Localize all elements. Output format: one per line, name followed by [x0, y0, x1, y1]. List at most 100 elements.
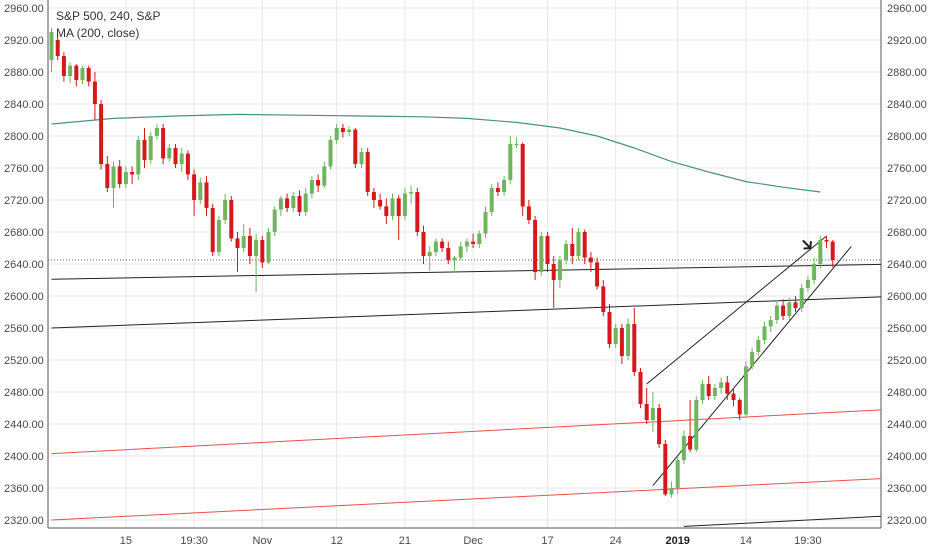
candle-down[interactable] — [185, 153, 190, 175]
candle-down[interactable] — [61, 56, 66, 76]
candle-up[interactable] — [483, 212, 488, 234]
candle-up[interactable] — [743, 366, 748, 415]
candle-up[interactable] — [681, 436, 686, 460]
candle-up[interactable] — [198, 182, 203, 200]
candle-down[interactable] — [471, 241, 476, 244]
candle-up[interactable] — [266, 232, 271, 263]
candle-up[interactable] — [799, 288, 804, 308]
candle-down[interactable] — [601, 286, 606, 312]
candle-up[interactable] — [694, 400, 699, 450]
candle-up[interactable] — [502, 180, 507, 192]
black-trendline[interactable] — [646, 235, 827, 385]
candle-up[interactable] — [768, 320, 773, 327]
candle-up[interactable] — [675, 460, 680, 488]
candle-down[interactable] — [619, 328, 624, 356]
candle-down[interactable] — [582, 232, 587, 258]
candle-down[interactable] — [644, 404, 649, 420]
candle-up[interactable] — [712, 388, 717, 396]
candle-up[interactable] — [179, 153, 184, 164]
black-trendline[interactable] — [51, 263, 901, 280]
candle-down[interactable] — [365, 152, 370, 192]
candle-up[interactable] — [167, 148, 172, 159]
candle-down[interactable] — [229, 200, 234, 239]
candle-up[interactable] — [564, 244, 569, 260]
candle-up[interactable] — [427, 252, 432, 256]
candle-up[interactable] — [136, 140, 141, 175]
candle-down[interactable] — [247, 236, 252, 256]
candle-down[interactable] — [595, 262, 600, 287]
candle-down[interactable] — [793, 302, 798, 308]
candle-down[interactable] — [731, 393, 736, 400]
candle-down[interactable] — [632, 324, 637, 372]
candle-down[interactable] — [204, 182, 209, 208]
candle-up[interactable] — [254, 240, 259, 256]
candle-up[interactable] — [80, 68, 85, 80]
candle-up[interactable] — [278, 198, 283, 210]
black-trendline[interactable] — [51, 296, 883, 329]
candle-down[interactable] — [737, 400, 742, 415]
candle-up[interactable] — [787, 302, 792, 316]
candle-down[interactable] — [161, 128, 166, 159]
candle-up[interactable] — [576, 232, 581, 256]
candle-down[interactable] — [520, 144, 525, 207]
candle-up[interactable] — [148, 136, 153, 160]
candle-down[interactable] — [830, 241, 835, 260]
candle-down[interactable] — [440, 241, 445, 248]
candle-down[interactable] — [130, 172, 135, 175]
candle-up[interactable] — [216, 220, 221, 252]
candle-down[interactable] — [495, 188, 500, 192]
candle-up[interactable] — [750, 352, 755, 367]
candle-down[interactable] — [415, 192, 420, 232]
candle-down[interactable] — [384, 206, 389, 216]
candle-down[interactable] — [725, 382, 730, 394]
ma-200-line[interactable] — [51, 113, 821, 193]
candle-up[interactable] — [477, 233, 482, 244]
candle-up[interactable] — [433, 241, 438, 252]
candle-down[interactable] — [781, 305, 786, 316]
candle-up[interactable] — [812, 264, 817, 280]
candle-up[interactable] — [489, 188, 494, 212]
candle-up[interactable] — [514, 144, 519, 145]
candle-up[interactable] — [774, 305, 779, 320]
candle-down[interactable] — [173, 148, 178, 164]
ma-legend[interactable]: MA (200, close) — [56, 26, 140, 40]
candle-down[interactable] — [117, 166, 122, 184]
candle-up[interactable] — [309, 180, 314, 194]
candle-up[interactable] — [626, 324, 631, 356]
candle-down[interactable] — [105, 164, 110, 188]
red-trendline[interactable] — [51, 478, 901, 521]
candle-up[interactable] — [508, 144, 513, 180]
candle-up[interactable] — [322, 166, 327, 186]
candle-up[interactable] — [123, 172, 128, 184]
candle-up[interactable] — [328, 140, 333, 167]
candle-down[interactable] — [688, 436, 693, 450]
candle-up[interactable] — [390, 198, 395, 216]
candle-down[interactable] — [353, 129, 358, 164]
candle-down[interactable] — [86, 68, 91, 82]
candle-down[interactable] — [55, 40, 60, 56]
candle-down[interactable] — [235, 238, 240, 248]
candle-up[interactable] — [347, 129, 352, 132]
candle-down[interactable] — [99, 104, 104, 164]
candle-down[interactable] — [92, 81, 97, 104]
candle-up[interactable] — [241, 236, 246, 248]
candle-down[interactable] — [192, 174, 197, 200]
candle-up[interactable] — [359, 152, 364, 164]
candle-down[interactable] — [638, 372, 643, 404]
symbol-legend[interactable]: S&P 500, 240, S&P — [56, 9, 161, 23]
candle-up[interactable] — [334, 128, 339, 140]
candle-up[interactable] — [700, 384, 705, 400]
candle-down[interactable] — [285, 198, 290, 208]
candle-up[interactable] — [613, 328, 618, 344]
candle-down[interactable] — [142, 140, 147, 160]
candle-down[interactable] — [706, 384, 711, 396]
candle-up[interactable] — [409, 192, 414, 194]
candle-down[interactable] — [340, 128, 345, 132]
candle-down[interactable] — [396, 198, 401, 216]
candle-up[interactable] — [303, 193, 308, 212]
candle-down[interactable] — [446, 248, 451, 260]
candle-up[interactable] — [818, 240, 823, 264]
candle-down[interactable] — [545, 236, 550, 264]
candle-down[interactable] — [657, 408, 662, 444]
